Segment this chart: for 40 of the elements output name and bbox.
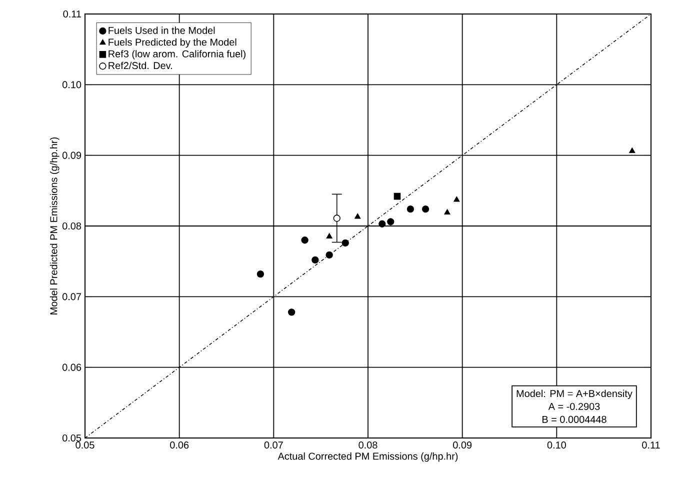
y-tick-label: 0.09 <box>62 152 82 159</box>
legend-label: Ref3 (low arom. California fuel) <box>108 50 246 60</box>
point <box>301 236 308 244</box>
y-tick-label: 0.05 <box>62 434 82 442</box>
legend-label: Fuels Used in the Model <box>108 26 215 34</box>
point <box>387 218 394 226</box>
y-tick-label: 0.10 <box>62 81 82 88</box>
legend-label: Fuels Predicted by the Model <box>108 38 236 48</box>
annotation: B = 0.0004448 <box>542 416 606 423</box>
x-tick-label: 0.08 <box>358 442 378 449</box>
point <box>406 205 414 213</box>
point <box>312 256 319 264</box>
point <box>333 214 340 222</box>
x-tick-label: 0.05 <box>76 442 94 449</box>
point <box>629 148 636 153</box>
y-axis-title: Model Predicted PM Emissions (g/hp.hr) <box>50 138 60 314</box>
legend-label: Ref2/Std. Dev. <box>108 62 172 70</box>
point <box>326 251 333 259</box>
y-tick-label: 0.06 <box>62 364 82 371</box>
annotation: Model: PM = A+B×density <box>516 390 632 400</box>
point <box>288 308 296 316</box>
y-tick-label: 0.11 <box>63 10 81 18</box>
point <box>444 209 450 214</box>
point <box>354 213 361 219</box>
x-tick-label: 0.11 <box>642 442 660 449</box>
annotation: A = -0.2903 <box>548 402 600 410</box>
x-tick-label: 0.07 <box>264 442 283 449</box>
x-tick-label: 0.09 <box>453 442 472 449</box>
point <box>394 192 401 200</box>
point <box>454 196 460 202</box>
point <box>378 220 386 228</box>
y-tick-label: 0.08 <box>62 222 82 230</box>
y-tick-label: 0.07 <box>62 293 81 300</box>
point <box>422 205 430 213</box>
point <box>326 233 332 238</box>
x-tick-label: 0.06 <box>170 442 189 449</box>
point <box>342 239 349 247</box>
x-tick-label: 0.10 <box>547 442 566 449</box>
point <box>256 270 264 278</box>
x-axis-title: Actual Corrected PM Emissions (g/hp.hr) <box>278 452 458 462</box>
